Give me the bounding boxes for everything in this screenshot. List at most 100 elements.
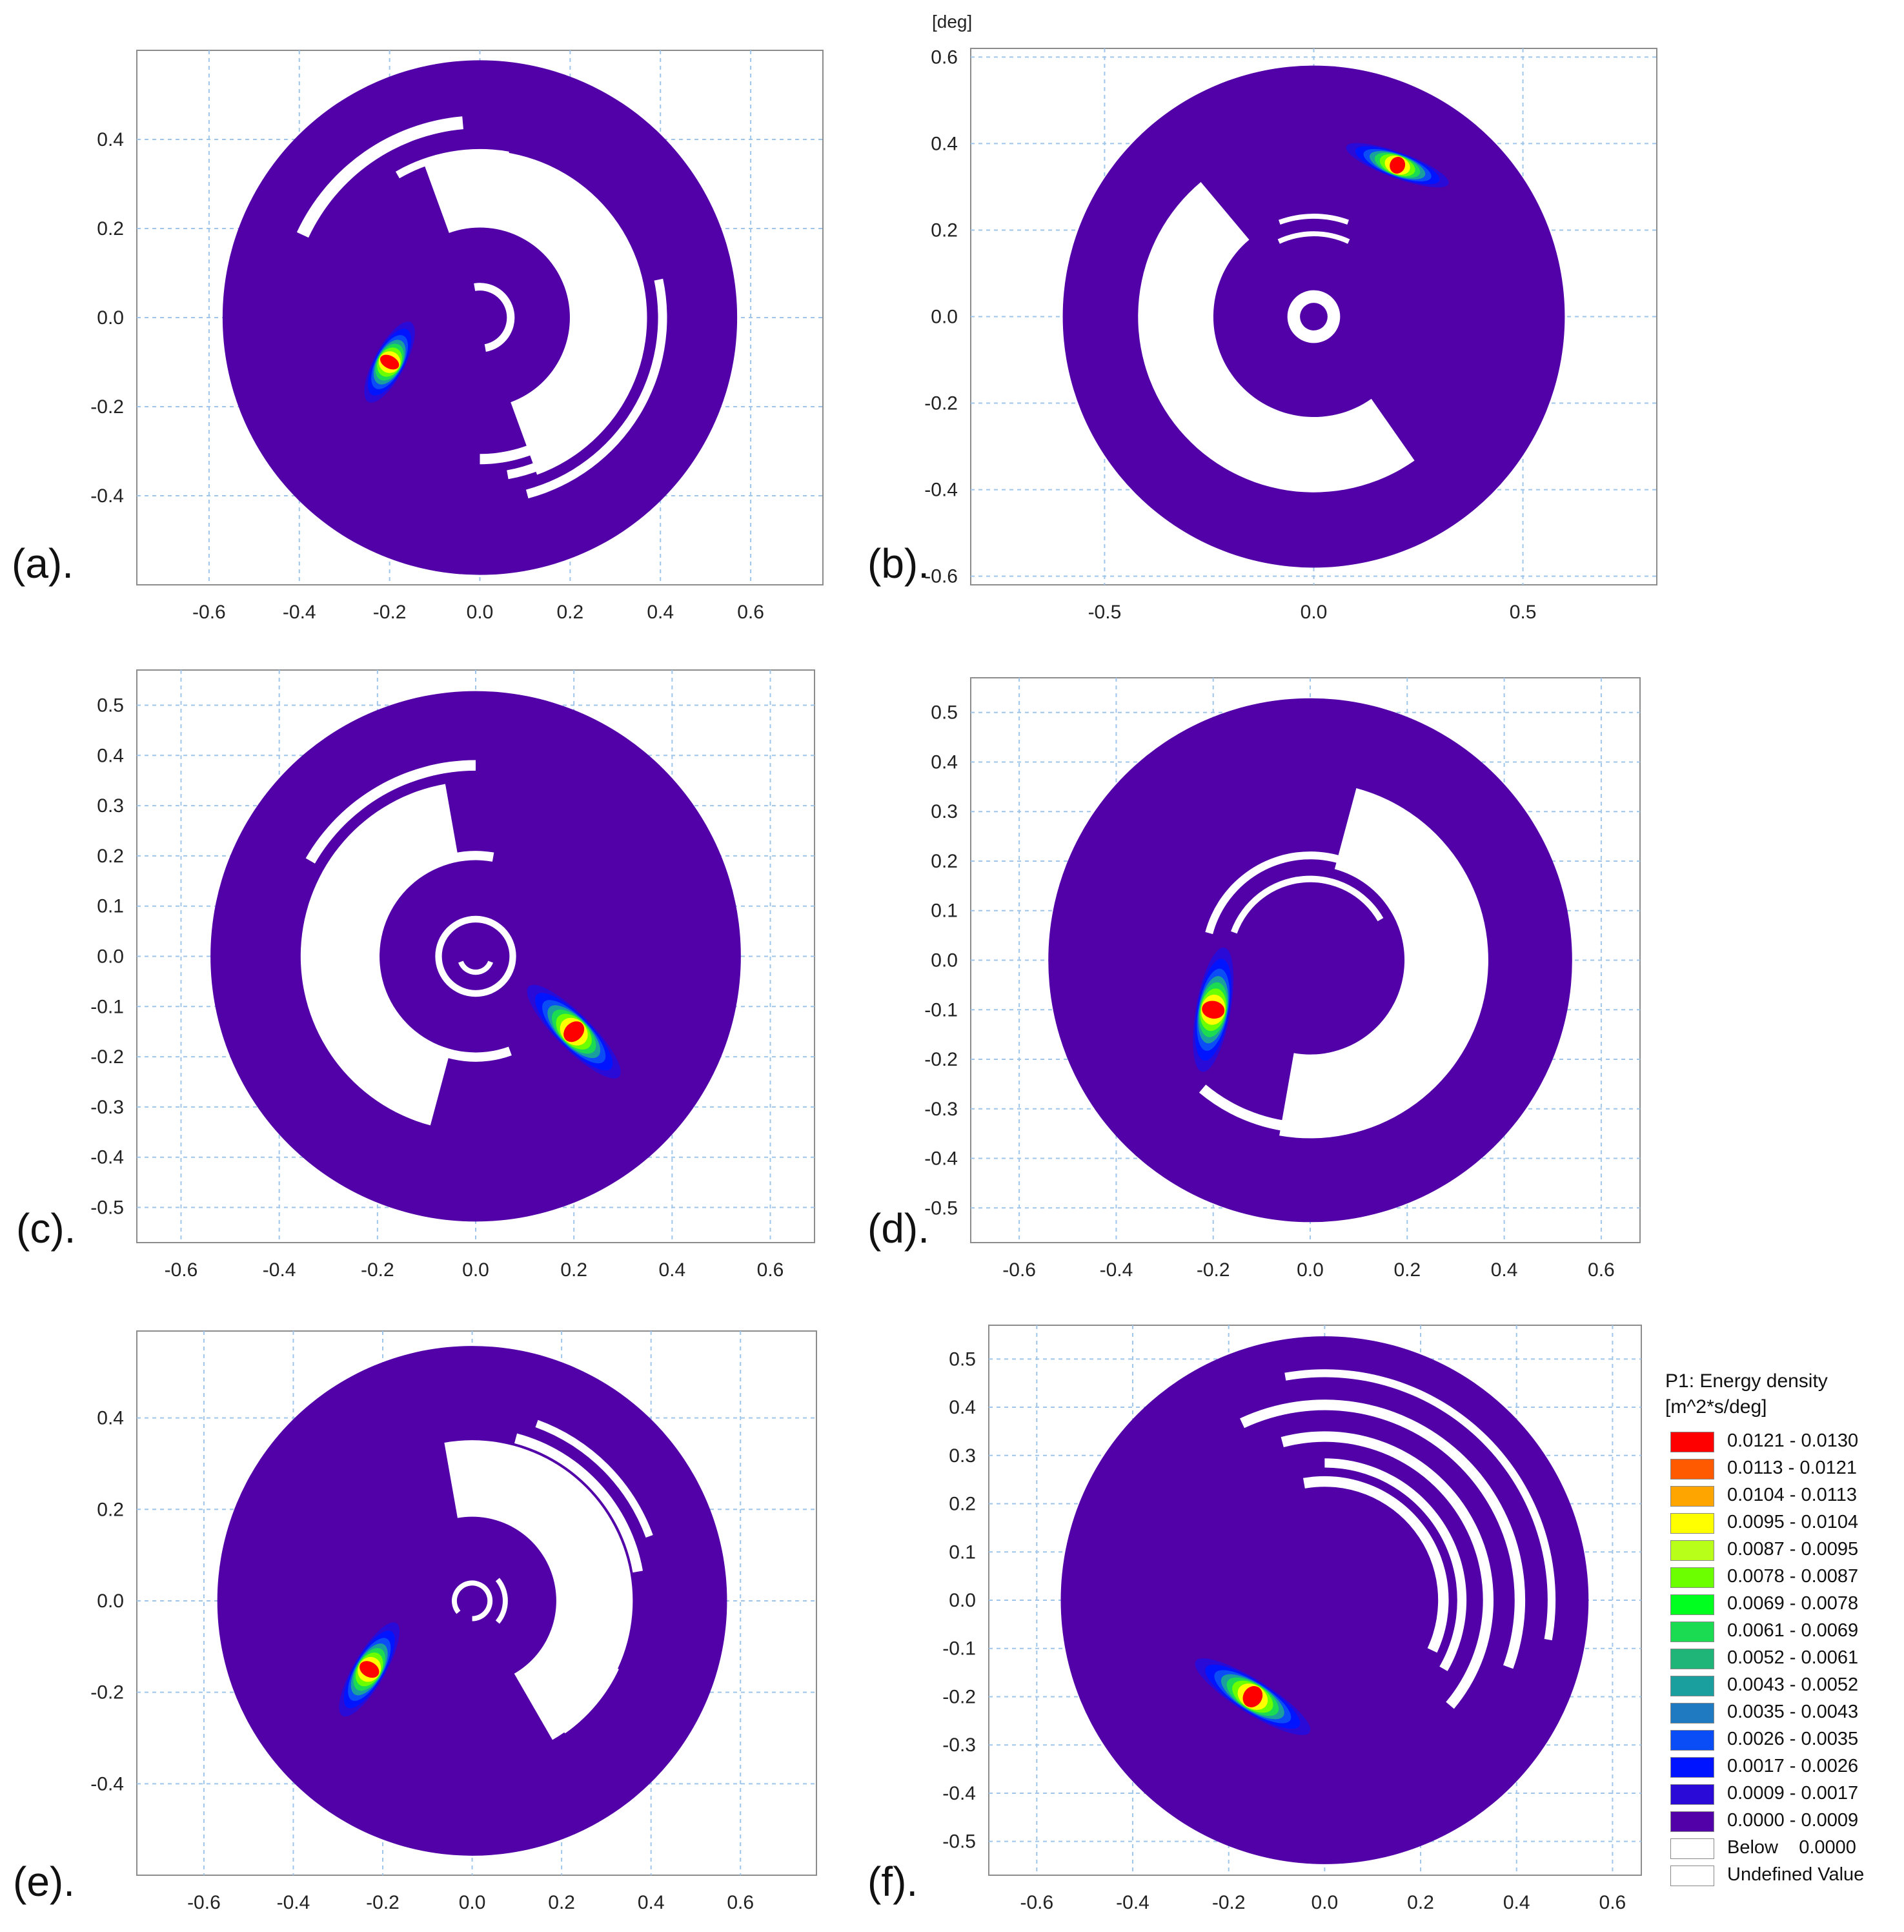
y-tick-label: 0.5	[949, 1348, 976, 1370]
x-tick-label: -0.6	[1002, 1259, 1036, 1281]
y-tick-label: -0.3	[924, 1099, 958, 1120]
y-tick-label: 0.0	[97, 1591, 124, 1612]
y-tick-label: 0.2	[931, 219, 958, 241]
x-tick-label: 0.2	[557, 602, 584, 623]
y-tick-label: 0.1	[949, 1541, 976, 1563]
x-tick-label: 0.0	[459, 1892, 486, 1913]
legend-swatch	[1670, 1567, 1714, 1588]
x-tick-label: 0.4	[638, 1892, 665, 1913]
x-tick-label: -0.2	[366, 1892, 400, 1913]
legend-label: 0.0043 - 0.0052	[1727, 1674, 1859, 1695]
legend-item: 0.0009 - 0.0017	[1665, 1780, 1898, 1807]
y-tick-label: 0.3	[97, 795, 124, 817]
legend-item: 0.0087 - 0.0095	[1665, 1536, 1898, 1563]
dry-band	[1199, 1084, 1297, 1133]
chart-panel-a: -0.6 -0.4 -0.2 0.0 0.2 0.4 0.6 0.4 0.2 0.0 -0.2 -0.…	[90, 50, 824, 623]
y-tick-label: -0.2	[924, 1049, 958, 1070]
y-tick-label: -0.5	[924, 1197, 958, 1219]
y-tick-label: 0.4	[97, 129, 124, 150]
chart-panel-b: -0.5 0.0 0.5 0.6 0.4 0.2 0.0 -0.2 -0.4 -0.6 [deg]	[924, 12, 1657, 623]
y-tick-label: 0.2	[97, 218, 124, 239]
legend-item: 0.0052 - 0.0061	[1665, 1645, 1898, 1672]
dry-band	[316, 1010, 421, 1116]
legend-label: 0.0078 - 0.0087	[1727, 1566, 1859, 1587]
legend-label: 0.0061 - 0.0069	[1727, 1620, 1859, 1641]
legend-label: 0.0000 - 0.0009	[1727, 1810, 1859, 1831]
y-tick-label: 0.6	[931, 46, 958, 68]
dry-band	[1302, 1476, 1449, 1653]
legend-items: 0.0121 - 0.0130 0.0113 - 0.0121 0.0104 - 0…	[1665, 1428, 1898, 1889]
legend-label: 0.0121 - 0.0130	[1727, 1430, 1859, 1451]
y-tick-label: 0.0	[97, 946, 124, 968]
dry-band	[1279, 788, 1488, 1139]
dry-band	[1278, 214, 1350, 225]
chart-panel-d: -0.6 -0.4 -0.2 0.0 0.2 0.4 0.6 0.5 0.4 0.3 0.2 0.1 0…	[924, 677, 1641, 1281]
dry-band	[514, 1433, 643, 1573]
energy-peak-contour	[380, 354, 400, 370]
x-tick-label: 0.6	[1588, 1259, 1615, 1281]
legend-label: Undefined Value	[1727, 1864, 1865, 1885]
y-tick-label: -0.2	[90, 1046, 124, 1068]
legend-title: P1: Energy density	[1665, 1370, 1828, 1392]
legend-item: 0.0121 - 0.0130	[1665, 1428, 1898, 1455]
y-tick-label: 0.5	[97, 695, 124, 716]
y-tick-label: 0.4	[97, 745, 124, 766]
x-tick-label: -0.2	[1212, 1892, 1246, 1913]
y-tick-label: 0.2	[931, 851, 958, 872]
y-tick-label: 0.1	[931, 900, 958, 922]
legend-swatch	[1670, 1730, 1714, 1751]
y-tick-label: -0.2	[942, 1686, 976, 1707]
legend-swatch	[1670, 1676, 1714, 1696]
legend-swatch	[1670, 1540, 1714, 1561]
x-tick-label: -0.6	[187, 1892, 221, 1913]
dry-band	[1284, 1369, 1556, 1641]
y-tick-label: 0.4	[949, 1397, 976, 1418]
panel-label-f: (f).	[867, 1858, 918, 1905]
x-tick-label: -0.4	[1116, 1892, 1149, 1913]
y-tick-label: -0.2	[90, 1682, 124, 1703]
legend-item: 0.0095 - 0.0104	[1665, 1509, 1898, 1536]
x-tick-label: 0.4	[658, 1259, 685, 1281]
unit-label: [deg]	[932, 12, 972, 32]
x-tick-label: 0.2	[560, 1259, 587, 1281]
dry-band	[474, 283, 515, 352]
dry-band	[296, 116, 463, 238]
x-tick-label: -0.2	[1197, 1259, 1230, 1281]
dry-band	[458, 961, 494, 975]
dry-band	[1138, 181, 1415, 493]
y-tick-label: 0.1	[97, 896, 124, 917]
legend-label: 0.0052 - 0.0061	[1727, 1647, 1859, 1668]
x-tick-label: 0.6	[1599, 1892, 1626, 1913]
panel-label-b: (b).	[867, 540, 929, 587]
legend-swatch	[1670, 1486, 1714, 1507]
dry-band	[1281, 1431, 1494, 1709]
y-tick-label: -0.4	[942, 1783, 976, 1804]
legend-swatch	[1670, 1513, 1714, 1534]
y-tick-label: -0.4	[924, 1148, 958, 1170]
x-tick-label: 0.6	[727, 1892, 754, 1913]
y-tick-label: 0.2	[949, 1494, 976, 1515]
energy-peak-contour	[359, 1661, 380, 1678]
y-tick-label: 0.3	[931, 801, 958, 822]
legend-label: Below 0.0000	[1727, 1837, 1856, 1858]
legend-label: 0.0113 - 0.0121	[1727, 1458, 1858, 1478]
x-tick-label: 0.0	[462, 1259, 489, 1281]
y-tick-label: 0.3	[949, 1445, 976, 1467]
y-tick-label: -0.5	[90, 1197, 124, 1219]
panel-label-a: (a).	[12, 540, 74, 587]
x-tick-label: -0.4	[1100, 1259, 1133, 1281]
dry-band	[535, 1419, 653, 1538]
y-tick-label: -0.4	[90, 1773, 124, 1795]
legend-swatch	[1670, 1459, 1714, 1480]
legend-item: Undefined Value	[1665, 1862, 1898, 1889]
panel-label-e: (e).	[13, 1858, 75, 1905]
dry-band	[525, 278, 667, 499]
x-tick-label: -0.4	[263, 1259, 296, 1281]
energy-peak-contour	[1242, 1685, 1263, 1707]
legend-swatch	[1670, 1866, 1714, 1886]
chart-panel-e: -0.6 -0.4 -0.2 0.0 0.2 0.4 0.6 0.4 0.2 0.0 -0.2 -0.…	[90, 1330, 817, 1913]
legend-swatch	[1670, 1784, 1714, 1805]
x-tick-label: 0.4	[1503, 1892, 1530, 1913]
y-tick-label: -0.6	[924, 566, 958, 587]
y-tick-label: 0.2	[97, 1499, 124, 1520]
